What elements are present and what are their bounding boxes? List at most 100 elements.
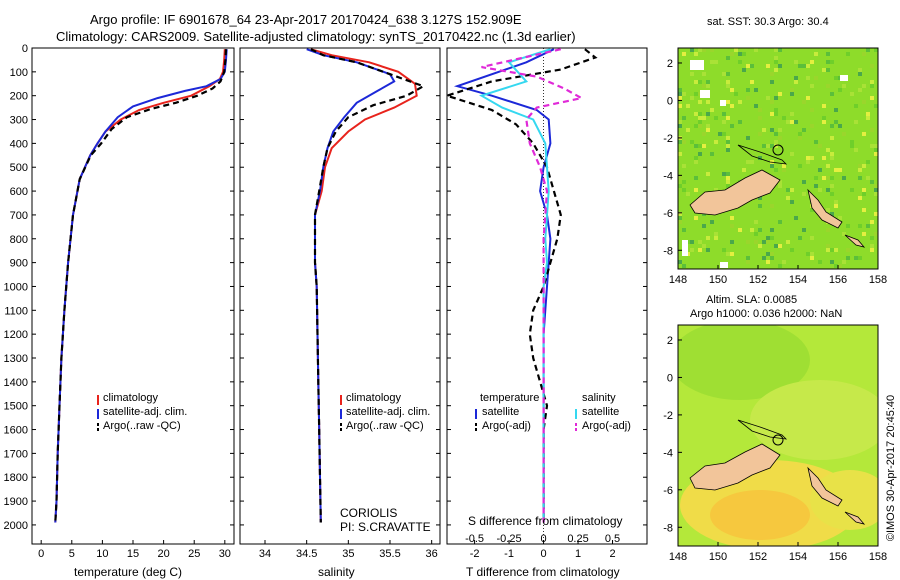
sst-pixel	[870, 236, 874, 240]
map-x-tick-label: 152	[749, 551, 767, 563]
sst-pixel	[822, 116, 826, 120]
sst-pixel	[730, 252, 734, 256]
sst-pixel	[806, 252, 810, 256]
sst-pixel	[830, 248, 834, 252]
sst-pixel	[698, 144, 702, 148]
sst-pixel	[834, 204, 838, 208]
y-tick-label: 2000	[4, 520, 28, 532]
sst-pixel	[786, 120, 790, 124]
sst-pixel	[842, 132, 846, 136]
sst-pixel	[830, 60, 834, 64]
sst-pixel	[826, 84, 830, 88]
map-y-tick-label: -2	[663, 133, 673, 145]
sst-pixel	[678, 176, 682, 180]
sst-pixel	[834, 248, 838, 252]
sst-pixel	[698, 48, 702, 52]
sst-pixel	[782, 164, 786, 168]
series-line-t-argo	[447, 48, 598, 523]
sst-pixel	[714, 232, 718, 236]
sst-pixel	[770, 236, 774, 240]
sst-pixel	[838, 264, 842, 268]
x-tick-label-salinity: 34.5	[296, 548, 317, 560]
sst-pixel	[678, 120, 682, 124]
sst-pixel	[698, 240, 702, 244]
diff-legend-temperature-title: temperature	[480, 392, 540, 404]
sst-pixel	[842, 84, 846, 88]
sst-pixel	[782, 260, 786, 264]
sst-pixel	[870, 180, 874, 184]
sst-pixel	[862, 232, 866, 236]
figure-title-line1: Argo profile: IF 6901678_64 23-Apr-2017 …	[90, 12, 522, 27]
sst-pixel	[770, 228, 774, 232]
sst-pixel	[690, 140, 694, 144]
sst-pixel	[694, 80, 698, 84]
sst-pixel	[726, 172, 730, 176]
series-group-temperature	[54, 49, 228, 523]
sst-pixel	[766, 96, 770, 100]
sst-pixel	[766, 260, 770, 264]
sst-pixel	[802, 228, 806, 232]
sst-pixel	[870, 80, 874, 84]
s-tick-label: 0.25	[567, 533, 588, 545]
sst-pixel	[798, 164, 802, 168]
series-line-argo-raw-qc-	[310, 48, 426, 523]
sst-pixel	[770, 256, 774, 260]
map-y-tick-label: 2	[667, 335, 673, 347]
sst-pixel	[806, 96, 810, 100]
sst-pixel	[862, 84, 866, 88]
sst-pixel	[830, 152, 834, 156]
x-tick-label-difference: -1	[504, 548, 514, 560]
sst-pixel	[786, 240, 790, 244]
sst-pixel	[774, 112, 778, 116]
sst-pixel	[730, 52, 734, 56]
sst-pixel	[806, 64, 810, 68]
x-tick-label-temperature: 0	[38, 548, 44, 560]
sst-map-field	[678, 48, 878, 269]
sst-pixel	[826, 148, 830, 152]
sst-pixel	[874, 192, 878, 196]
sst-pixel	[706, 128, 710, 132]
sst-pixel	[726, 84, 730, 88]
sst-pixel	[722, 112, 726, 116]
sst-pixel	[746, 96, 750, 100]
sst-pixel	[838, 88, 842, 92]
sst-pixel	[714, 236, 718, 240]
sst-pixel	[738, 52, 742, 56]
sst-pixel	[830, 124, 834, 128]
sst-pixel	[794, 216, 798, 220]
sst-pixel	[706, 124, 710, 128]
sst-pixel	[818, 260, 822, 264]
sst-pixel	[694, 188, 698, 192]
sst-pixel	[754, 88, 758, 92]
sst-pixel	[786, 188, 790, 192]
coastline-top	[689, 144, 866, 248]
sst-pixel	[790, 200, 794, 204]
map-x-tick-label: 156	[829, 551, 847, 563]
sst-pixel	[802, 128, 806, 132]
s-tick-label: 0	[540, 533, 546, 545]
sst-pixel	[846, 224, 850, 228]
sst-pixel	[710, 220, 714, 224]
sst-pixel	[726, 176, 730, 180]
sst-pixel	[866, 176, 870, 180]
sst-missing-pixel	[720, 262, 728, 268]
sst-pixel	[874, 48, 878, 52]
sst-pixel	[870, 128, 874, 132]
sst-pixel	[822, 176, 826, 180]
sst-pixel	[714, 140, 718, 144]
sst-pixel	[730, 216, 734, 220]
y-tick-label: 700	[10, 210, 28, 222]
s-tick-label: -0.5	[465, 533, 484, 545]
sst-pixel	[706, 100, 710, 104]
sst-pixel	[846, 256, 850, 260]
y-tick-label: 500	[10, 162, 28, 174]
sst-pixel	[726, 140, 730, 144]
sst-pixel	[822, 104, 826, 108]
sst-pixel	[730, 124, 734, 128]
y-tick-label: 800	[10, 234, 28, 246]
sst-pixel	[774, 68, 778, 72]
sst-pixel	[730, 88, 734, 92]
sst-pixel	[858, 88, 862, 92]
sst-pixel	[678, 96, 682, 100]
sst-pixel	[874, 232, 878, 236]
